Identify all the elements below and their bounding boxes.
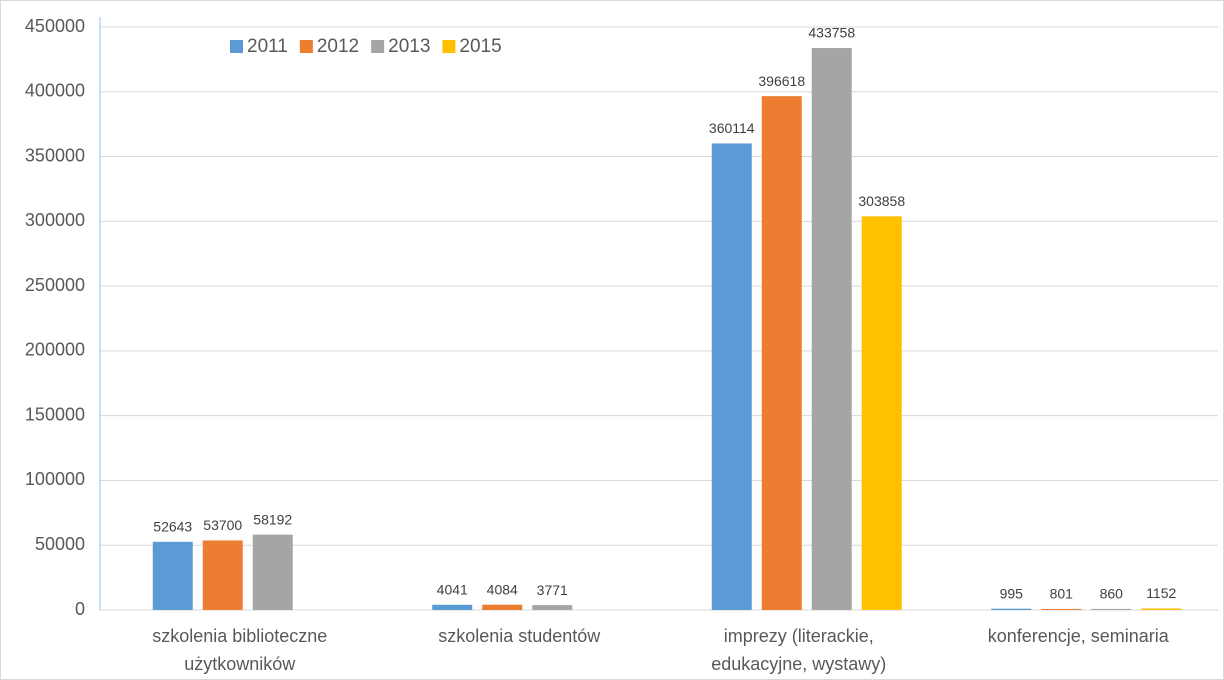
bar — [532, 605, 573, 610]
bar — [202, 540, 243, 610]
data-label: 433758 — [808, 25, 855, 41]
legend-swatch — [371, 40, 385, 53]
data-label: 360114 — [709, 120, 755, 136]
data-label: 1152 — [1146, 585, 1176, 601]
data-label: 4084 — [487, 581, 518, 597]
data-label: 4041 — [437, 581, 468, 597]
bar — [1141, 608, 1182, 610]
y-tick-label: 300000 — [25, 210, 85, 230]
bar — [482, 604, 523, 610]
y-tick-label: 150000 — [25, 404, 85, 424]
data-label: 53700 — [203, 517, 242, 533]
x-tick-label: szkolenia biblioteczne użytkowników — [152, 626, 327, 674]
data-label: 860 — [1100, 586, 1124, 602]
legend-swatch — [442, 40, 456, 53]
data-label: 52643 — [153, 519, 192, 535]
y-tick-label: 400000 — [25, 81, 85, 101]
bar — [811, 48, 852, 610]
legend-label: 2012 — [317, 36, 359, 57]
data-label: 801 — [1050, 586, 1074, 602]
bar — [761, 96, 802, 610]
x-tick-label: imprezy (literackie, edukacyjne, wystawy) — [711, 626, 886, 674]
legend-label: 2011 — [247, 36, 288, 57]
legend-swatch — [230, 40, 243, 53]
bar — [1041, 608, 1082, 610]
bar — [991, 608, 1032, 610]
x-tick-label: szkolenia studentów — [438, 626, 601, 646]
legend-label: 2015 — [459, 36, 501, 57]
legend-swatch — [299, 40, 313, 53]
data-label: 303858 — [858, 193, 905, 209]
y-tick-label: 250000 — [25, 275, 85, 295]
bar — [1091, 608, 1132, 610]
y-tick-label: 50000 — [35, 534, 85, 554]
data-label: 396618 — [758, 73, 805, 89]
bar — [711, 143, 752, 610]
bar — [252, 534, 293, 610]
data-label: 58192 — [253, 511, 292, 527]
y-tick-label: 100000 — [25, 469, 85, 489]
x-tick-label: konferencje, seminaria — [988, 626, 1170, 646]
y-tick-label: 200000 — [25, 340, 85, 360]
y-tick-label: 450000 — [25, 16, 85, 36]
bar — [152, 541, 193, 610]
data-label: 3771 — [537, 582, 568, 598]
data-label: 995 — [1000, 585, 1024, 601]
y-tick-label: 0 — [75, 599, 85, 619]
legend-label: 2013 — [388, 36, 430, 57]
bar — [861, 216, 902, 610]
bar — [432, 604, 473, 610]
y-tick-label: 350000 — [25, 145, 85, 165]
